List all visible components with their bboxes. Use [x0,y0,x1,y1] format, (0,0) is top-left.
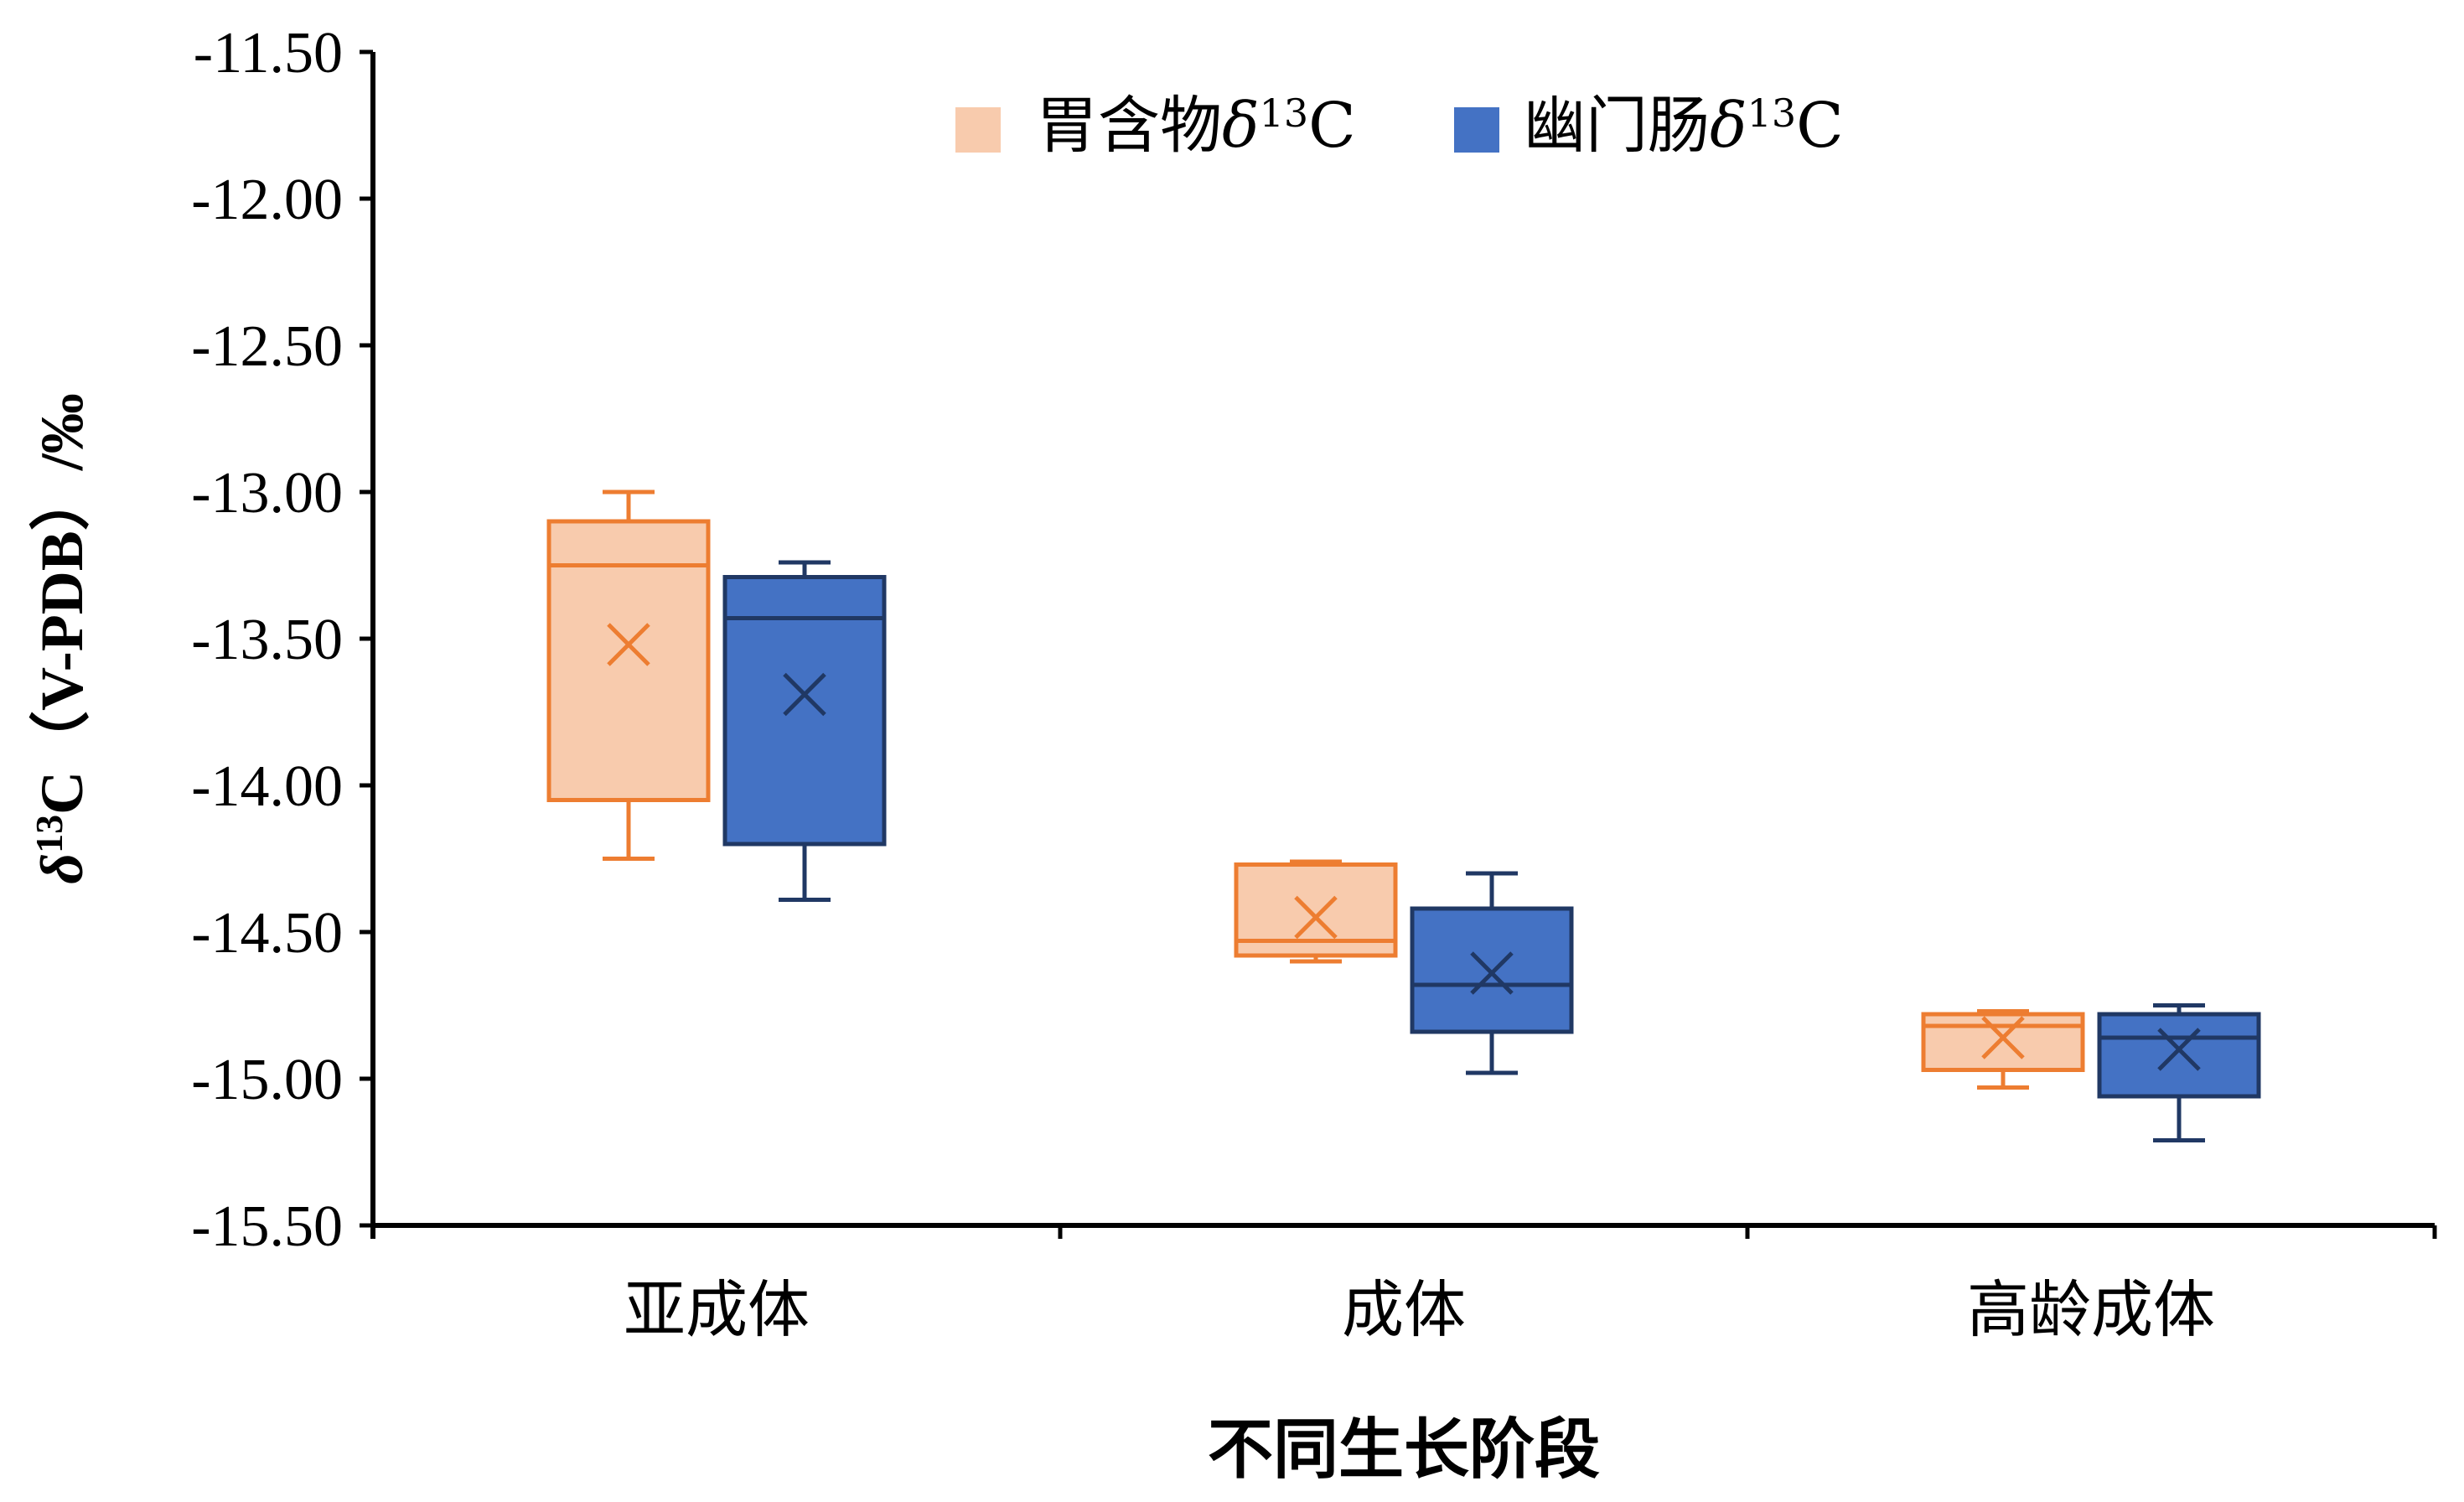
legend-label-delta: δ [1710,90,1747,162]
x-axis-title: 不同生长阶段 [1208,1412,1600,1488]
y-tick-label: -12.50 [191,314,343,379]
box-series [546,489,2261,1142]
y-tick-label: -14.50 [191,901,343,966]
x-tick-label: 亚成体 [624,1274,810,1346]
x-tick-label: 成体 [1342,1274,1466,1346]
y-tick-label: -15.50 [191,1194,343,1259]
box-iqr [546,519,711,802]
box-0-0 [546,489,711,861]
y-tick-label: -14.00 [191,754,343,819]
mean-marker-stroke-b [1294,895,1338,940]
box-0-2 [1921,1009,2085,1090]
box-iqr [722,575,887,847]
box-1-0 [722,560,887,902]
box-1-1 [1410,871,1574,1075]
box-iqr [2097,1012,2261,1099]
legend-swatch-pyloric [1454,107,1499,153]
legend: 胃含物δ13C 幽门肠δ13C [955,90,1844,162]
mean-marker-stroke-b [783,672,826,717]
y-tick-label: -12.00 [191,168,343,232]
legend-label-tail: C [1796,90,1844,162]
x-tick-label: 高龄成体 [1967,1274,2215,1346]
y-axis-title-superscript: 13 [28,815,70,853]
y-axis-ticks: -11.50 -12.00 -12.50 -13.00 -13.50 -14.00 -14.… [191,21,373,1259]
box-0-1 [1234,859,1398,964]
legend-label-main: 胃含物 [1036,90,1222,162]
legend-label-delta: δ [1222,90,1260,162]
mean-marker-stroke-b [607,623,650,666]
mean-marker-stroke-b [1470,951,1514,995]
box-1-2 [2097,1003,2261,1142]
legend-swatch-stomach [955,107,1001,153]
legend-label-stomach: 胃含物δ13C [1036,90,1356,162]
mean-marker-stroke-b [2157,1028,2201,1071]
legend-label-tail: C [1308,90,1356,162]
mean-marker-stroke-b [1981,1016,2025,1059]
box-iqr [1410,906,1574,1034]
y-axis-title-delta: δ [28,853,96,884]
y-axis-title-rest: C（V-PDB）/‰ [28,393,96,815]
y-axis-title: δ13C（V-PDB）/‰ [28,393,96,884]
box-iqr [1921,1012,2085,1072]
y-tick-label: -13.00 [191,461,343,526]
legend-label-main: 幽门肠 [1524,90,1710,162]
y-tick-label: -13.50 [191,608,343,672]
y-tick-label: -15.00 [191,1048,343,1112]
x-axis-ticks: 亚成体 成体 高龄成体 [370,1225,2437,1346]
legend-label-sup: 13 [1260,91,1309,136]
legend-label-sup: 13 [1747,91,1797,136]
legend-label-pyloric: 幽门肠δ13C [1524,90,1844,162]
y-tick-label: -11.50 [194,21,343,85]
